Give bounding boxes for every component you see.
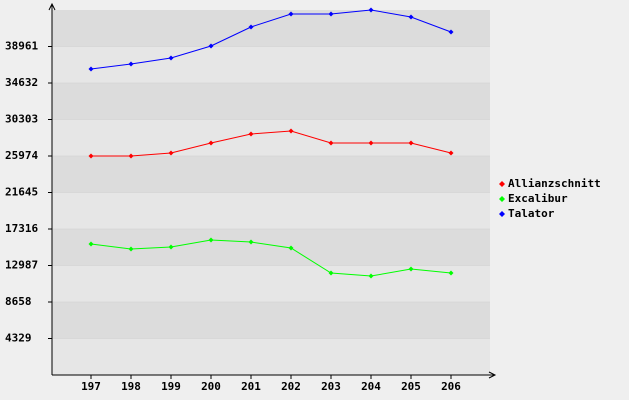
data-point [408,266,414,272]
data-point [168,244,174,250]
data-point [328,11,334,17]
legend-marker [499,181,505,187]
x-tick-label: 205 [401,380,421,393]
y-tick-label: 38961 [5,40,38,53]
series-line [91,130,452,157]
legend-label: Talator [508,207,555,220]
y-tick-label: 4329 [5,332,32,345]
data-point [448,29,454,35]
series-line [90,239,452,277]
legend-marker [499,211,505,217]
y-axis-arrow [48,2,56,11]
y-tick-label: 30303 [5,113,38,126]
data-point [208,43,214,49]
y-tick-label: 34632 [5,76,38,89]
x-tick-label: 204 [361,380,381,393]
data-point [128,61,134,67]
x-tick-label: 198 [121,380,141,393]
data-point [88,66,94,72]
data-point [288,11,294,17]
data-point [368,273,374,279]
data-point [208,237,214,243]
plot-band [52,10,490,47]
data-point [128,246,134,252]
x-tick-label: 200 [201,380,221,393]
y-tick-label: 21645 [5,186,38,199]
plot-band [52,83,490,120]
data-point [288,245,294,251]
plot-band [52,192,490,229]
data-point [368,7,374,13]
x-axis-arrow [488,371,497,379]
data-point [328,140,334,146]
data-point [248,131,254,137]
plot-band [52,229,490,266]
data-point [408,14,414,20]
data-point [448,270,454,276]
plot-band [52,338,490,375]
plot-band [52,119,490,156]
legend-marker [499,196,505,202]
x-tick-label: 202 [281,380,301,393]
data-point [88,241,94,247]
y-tick-label: 17316 [5,222,38,235]
series-line [90,9,452,70]
x-tick-label: 206 [441,380,461,393]
data-point [368,140,374,146]
data-point [448,150,454,156]
data-point [288,128,294,134]
x-tick-label: 201 [241,380,261,393]
data-point [208,140,214,146]
data-point [168,150,174,156]
x-tick-label: 197 [81,380,101,393]
data-point [88,153,94,159]
y-tick-label: 12987 [5,259,38,272]
data-point [248,24,254,30]
y-tick-label: 8658 [5,295,32,308]
data-point [328,270,334,276]
plot-band [52,265,490,302]
x-tick-label: 203 [321,380,341,393]
x-tick-label: 199 [161,380,181,393]
plot-band [52,156,490,193]
data-point [248,239,254,245]
plot-band [52,46,490,83]
y-tick-label: 25974 [5,149,38,162]
legend-label: Allianzschnitt [508,177,601,190]
legend-label: Excalibur [508,192,568,205]
data-point [408,140,414,146]
plot-band [52,302,490,339]
data-point [128,153,134,159]
data-point [168,55,174,61]
